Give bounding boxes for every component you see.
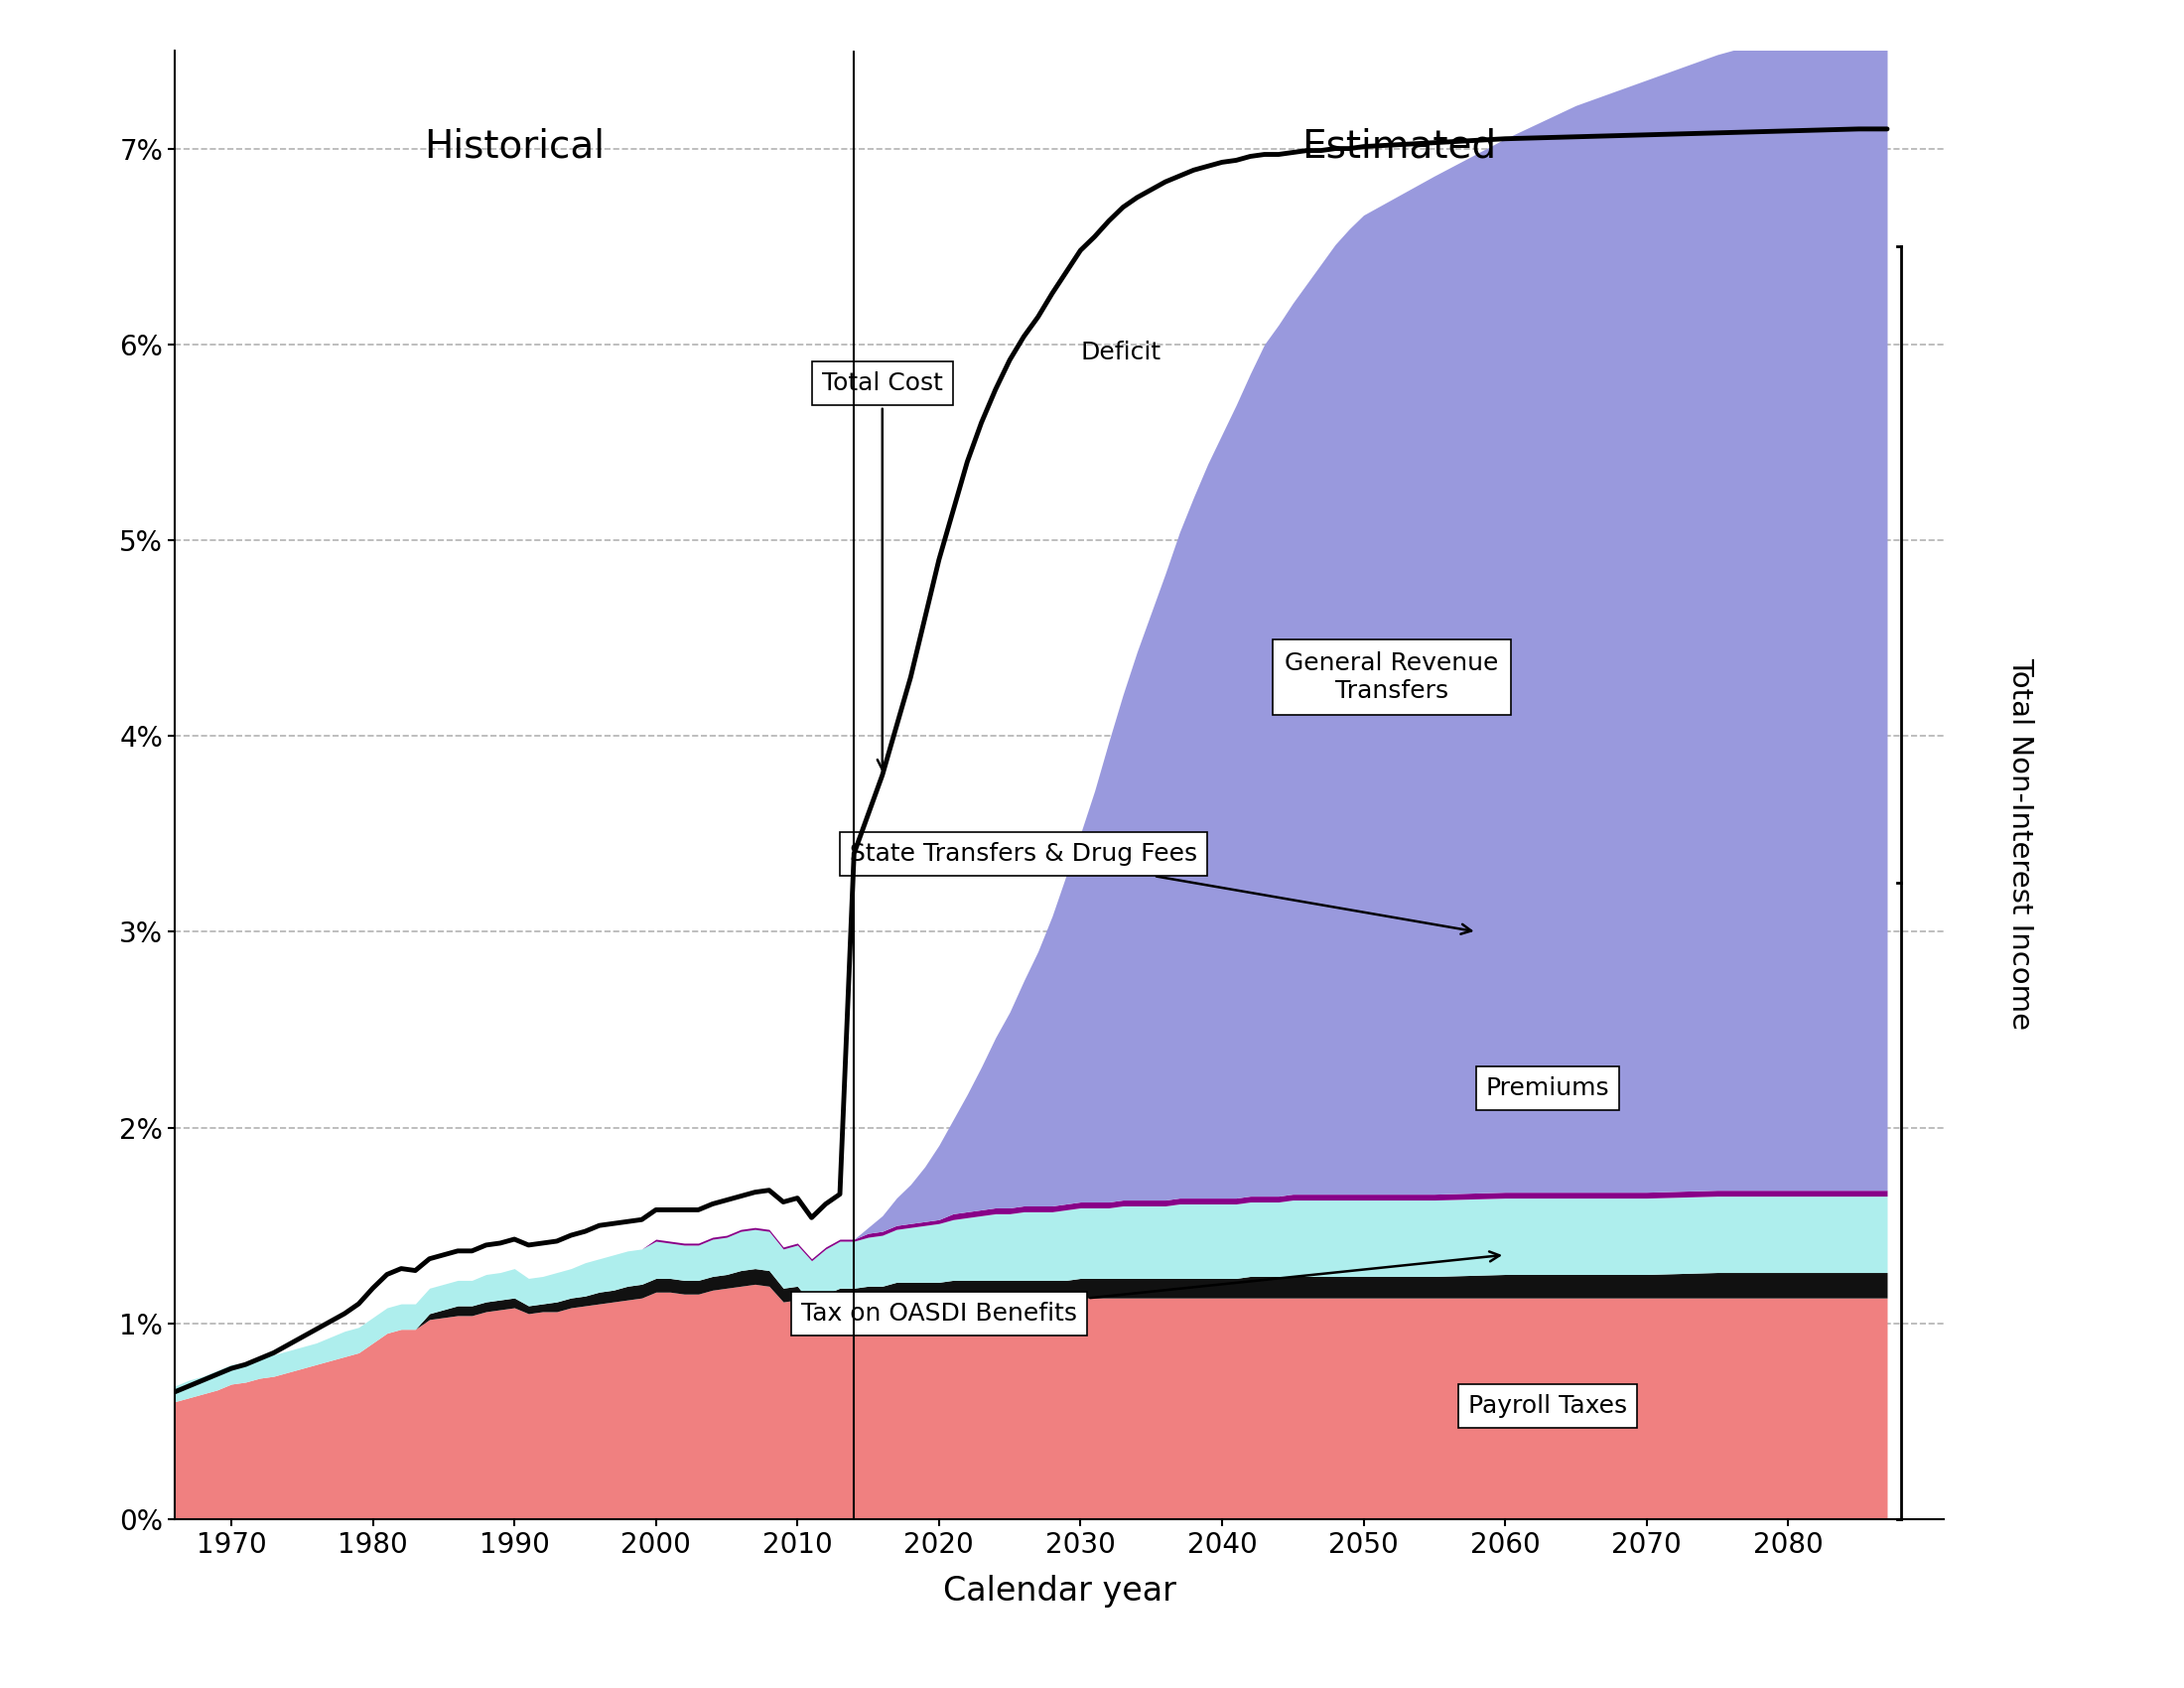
Text: Tax on OASDI Benefits: Tax on OASDI Benefits	[802, 1251, 1500, 1325]
X-axis label: Calendar year: Calendar year	[943, 1575, 1175, 1609]
Text: Total Cost: Total Cost	[821, 371, 943, 770]
Text: General Revenue
Transfers: General Revenue Transfers	[1284, 652, 1498, 702]
Text: Deficit: Deficit	[1081, 339, 1162, 365]
Text: Total Non-Interest Income: Total Non-Interest Income	[2007, 658, 2033, 1030]
Text: State Transfers & Drug Fees: State Transfers & Drug Fees	[850, 842, 1472, 933]
Text: Historical: Historical	[424, 127, 605, 165]
Text: Estimated: Estimated	[1302, 127, 1496, 165]
Text: Premiums: Premiums	[1485, 1077, 1610, 1101]
Text: Payroll Taxes: Payroll Taxes	[1468, 1394, 1627, 1418]
